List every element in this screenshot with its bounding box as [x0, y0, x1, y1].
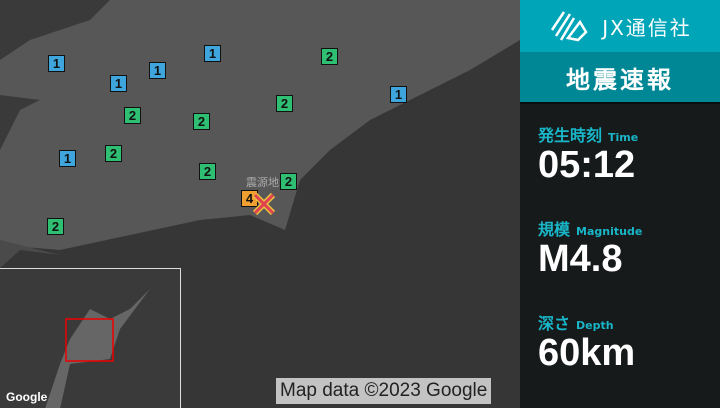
intensity-marker[interactable]: 1 [149, 62, 166, 79]
x-mark-icon [252, 192, 276, 216]
intensity-marker[interactable]: 1 [110, 75, 127, 92]
info-label: 深さ [538, 314, 571, 333]
google-logo: Google [6, 390, 48, 404]
epicenter-label: 震源地 [246, 176, 279, 189]
info-item: 発生時刻 Time 05:12 [520, 104, 720, 198]
info-panel: JX通信社 地震速報 発生時刻 Time 05:12 規模 Magnitude M4.8 深… [520, 0, 720, 408]
info-value: M4.8 [538, 238, 623, 280]
panel-title: 地震速報 [520, 52, 720, 104]
info-label: 規模 [538, 220, 571, 239]
intensity-marker[interactable]: 1 [204, 45, 221, 62]
info-item: 深さ Depth 60km [520, 292, 720, 386]
intensity-marker[interactable]: 1 [59, 150, 76, 167]
intensity-marker[interactable]: 2 [276, 95, 293, 112]
intensity-marker[interactable]: 1 [390, 86, 407, 103]
intensity-marker[interactable]: 2 [321, 48, 338, 65]
intensity-marker[interactable]: 2 [124, 107, 141, 124]
info-sublabel: Depth [576, 319, 614, 332]
info-value: 05:12 [538, 144, 636, 186]
info-sublabel: Time [608, 131, 639, 144]
brand-name: JX通信社 [602, 15, 692, 40]
intensity-marker[interactable]: 2 [47, 218, 64, 235]
intensity-marker[interactable]: 2 [193, 113, 210, 130]
info-sublabel: Magnitude [576, 225, 643, 238]
viewport-rect [65, 318, 114, 362]
map-credit[interactable]: Map data ©2023 Google [276, 378, 492, 404]
info-item: 規模 Magnitude M4.8 [520, 198, 720, 292]
intensity-marker[interactable]: 2 [280, 173, 297, 190]
intensity-marker[interactable]: 2 [199, 163, 216, 180]
info-label: 発生時刻 [538, 126, 603, 145]
brand-header: JX通信社 [520, 0, 720, 52]
land-shapes [0, 0, 520, 268]
intensity-marker[interactable]: 2 [105, 145, 122, 162]
intensity-marker[interactable]: 1 [48, 55, 65, 72]
jx-logo-icon [551, 11, 588, 42]
overview-inset-map[interactable] [0, 268, 181, 408]
info-value: 60km [538, 332, 636, 374]
